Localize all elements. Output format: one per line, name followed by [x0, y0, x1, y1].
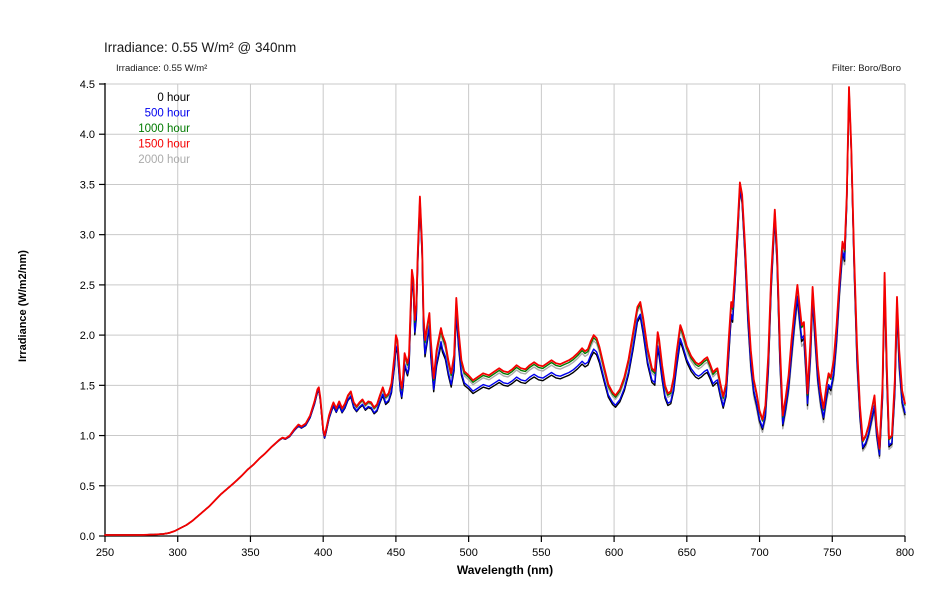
- chart-title: Irradiance: 0.55 W/m² @ 340nm: [104, 40, 297, 55]
- y-axis-title: Irradiance (W/m2/nm): [17, 250, 29, 362]
- y-tick-label: 1.5: [80, 380, 95, 392]
- x-tick-label: 400: [314, 547, 332, 559]
- series-lines: [104, 86, 906, 536]
- y-tick-label: 4.5: [80, 79, 95, 91]
- y-tick-label: 3.5: [80, 179, 95, 191]
- x-tick-label: 350: [241, 547, 259, 559]
- x-tick-label: 800: [896, 547, 914, 559]
- x-tick-label: 550: [532, 547, 550, 559]
- filter-label: Filter: Boro/Boro: [831, 63, 901, 74]
- x-tick-label: 700: [750, 547, 768, 559]
- legend-item-500-hour: 500 hour: [145, 108, 191, 120]
- chart-subtitle: Irradiance: 0.55 W/m²: [116, 63, 208, 74]
- y-tick-label: 3.0: [80, 230, 95, 242]
- series-line-1500-hour: [104, 86, 906, 536]
- y-tick-label: 4.0: [80, 129, 95, 141]
- tick-labels: 250 300 350 400 450 500 550 600 650 700 750 800 0.0 0…: [80, 79, 914, 559]
- y-tick-label: 0.0: [80, 531, 95, 543]
- y-tick-label: 1.0: [80, 431, 95, 443]
- x-tick-label: 250: [96, 547, 114, 559]
- x-tick-label: 650: [678, 547, 696, 559]
- y-tick-label: 2.5: [80, 280, 95, 292]
- legend-item-1000-hour: 1000 hour: [138, 123, 190, 135]
- x-axis-title: Wavelength (nm): [456, 563, 554, 577]
- x-tick-label: 450: [387, 547, 405, 559]
- series-line-0-hour: [104, 91, 906, 536]
- y-tick-label: 2.0: [80, 330, 95, 342]
- gridlines: [105, 83, 906, 536]
- legend-item-2000-hour: 2000 hour: [138, 154, 190, 166]
- y-tick-label: 0.5: [80, 481, 95, 493]
- axes: [99, 83, 906, 542]
- x-tick-label: 500: [459, 547, 477, 559]
- x-tick-label: 600: [605, 547, 623, 559]
- series-line-2000-hour: [104, 92, 906, 536]
- series-line-500-hour: [104, 90, 906, 536]
- legend-item-0-hour: 0 hour: [157, 92, 190, 104]
- legend: 0 hour 500 hour 1000 hour 1500 hour 2000 hou…: [138, 92, 190, 166]
- series-line-1000-hour: [104, 87, 906, 536]
- x-tick-label: 300: [169, 547, 187, 559]
- x-tick-label: 750: [823, 547, 841, 559]
- legend-item-1500-hour: 1500 hour: [138, 139, 190, 151]
